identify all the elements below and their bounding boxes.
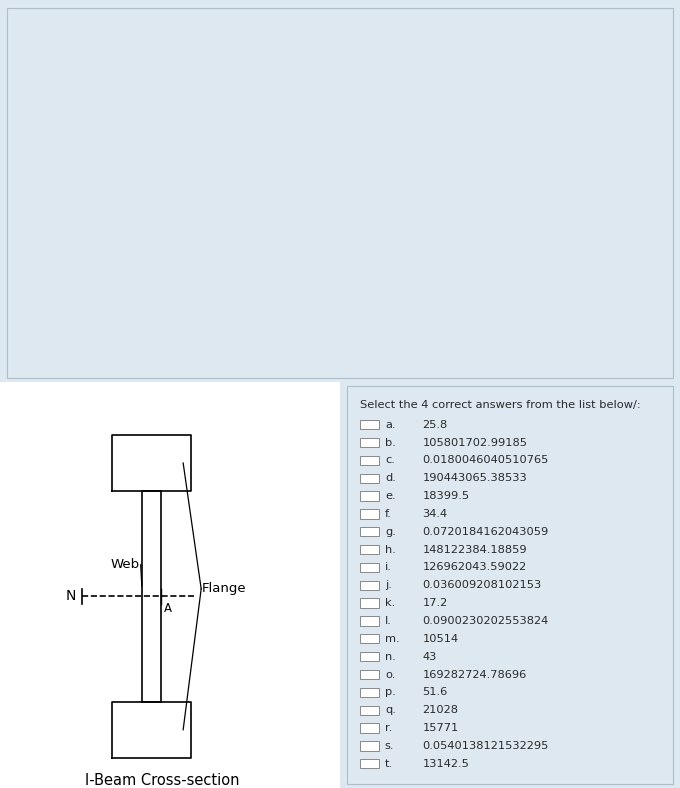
Text: 0.0180046040510765: 0.0180046040510765 — [422, 455, 549, 466]
Text: h.: h. — [385, 545, 396, 555]
Bar — [360, 742, 379, 750]
Text: (Answer in Pa).: (Answer in Pa). — [339, 260, 439, 273]
Text: 18399.5: 18399.5 — [422, 491, 470, 501]
Text: 0.036009208102153: 0.036009208102153 — [422, 580, 542, 590]
Text: 0.0720184162043059: 0.0720184162043059 — [422, 526, 549, 537]
Text: between the flange and web: between the flange and web — [336, 306, 519, 318]
Text: in the beam: in the beam — [262, 260, 339, 273]
Text: e.: e. — [385, 491, 396, 501]
Text: b.: b. — [385, 437, 396, 448]
Bar — [360, 688, 379, 697]
Text: 105801702.99185: 105801702.99185 — [422, 437, 528, 448]
Text: The beam has two flanges each with a width: The beam has two flanges each with a wid… — [15, 69, 305, 82]
Text: 126962043.59022: 126962043.59022 — [422, 563, 527, 572]
Text: m.: m. — [385, 634, 400, 644]
Text: I-Beam Cross-section: I-Beam Cross-section — [85, 773, 240, 788]
Text: a.: a. — [385, 420, 395, 429]
Text: q.: q. — [385, 705, 396, 716]
Text: t.: t. — [385, 759, 393, 769]
Bar — [360, 509, 379, 519]
Text: 15mm: 15mm — [436, 69, 477, 82]
Text: 0.0540138121532295: 0.0540138121532295 — [422, 741, 549, 751]
Text: d.: d. — [385, 474, 396, 483]
Text: p.: p. — [385, 687, 396, 697]
Text: from the bottom face of the beam: from the bottom face of the beam — [246, 168, 464, 181]
Text: 51.6: 51.6 — [422, 687, 447, 697]
Bar — [360, 438, 379, 448]
Text: 148122384.18859: 148122384.18859 — [422, 545, 527, 555]
Text: 169282724.78696: 169282724.78696 — [422, 670, 527, 679]
Text: 17.2: 17.2 — [422, 598, 447, 608]
Bar — [360, 545, 379, 554]
Text: 25.8: 25.8 — [422, 420, 447, 429]
Text: .: . — [477, 69, 481, 82]
Text: The width of the central web is: The width of the central web is — [15, 107, 217, 120]
Text: 34.4: 34.4 — [422, 509, 447, 519]
Bar — [360, 598, 379, 608]
Bar — [360, 527, 379, 537]
Text: 43: 43 — [422, 652, 437, 662]
Bar — [360, 581, 379, 590]
Bar — [360, 759, 379, 768]
Text: (Answer in mm).: (Answer in mm). — [464, 168, 574, 181]
Text: k.: k. — [385, 598, 395, 608]
Bar — [360, 616, 379, 626]
Text: i.: i. — [385, 563, 392, 572]
Bar — [360, 420, 379, 429]
Text: Select the 4 correct answers from the list below/:: Select the 4 correct answers from the li… — [360, 400, 641, 410]
Text: 10514: 10514 — [422, 634, 458, 644]
Text: o.: o. — [385, 670, 395, 679]
Bar — [360, 474, 379, 483]
Text: Web: Web — [111, 559, 140, 571]
Bar — [360, 652, 379, 661]
Text: 21028: 21028 — [422, 705, 458, 716]
Text: and its depth is: and its depth is — [250, 107, 357, 120]
Text: (Answer in mm^3 ).: (Answer in mm^3 ). — [529, 214, 662, 227]
Text: 5mm: 5mm — [217, 107, 250, 120]
Text: and depth of: and depth of — [346, 69, 436, 82]
Text: N: N — [66, 589, 76, 604]
Bar — [360, 455, 379, 465]
Bar — [360, 705, 379, 715]
Text: c.: c. — [385, 455, 395, 466]
Bar — [360, 723, 379, 733]
Text: l.: l. — [385, 616, 392, 626]
Text: g.: g. — [385, 526, 396, 537]
Text: 15771: 15771 — [422, 723, 459, 733]
Text: A: A — [164, 602, 171, 615]
Text: 0.0900230202553824: 0.0900230202553824 — [422, 616, 549, 626]
Text: A symmetrical I-beam is subject to a shear force of 35379N acting along its enti: A symmetrical I-beam is subject to a she… — [15, 23, 589, 36]
Text: (Answer in kPa).: (Answer in kPa). — [519, 306, 626, 318]
Text: n.: n. — [385, 652, 396, 662]
Text: Flange: Flange — [202, 582, 247, 596]
Text: 13142.5: 13142.5 — [422, 759, 469, 769]
Text: with respect to the neutral axis: with respect to the neutral axis — [329, 214, 529, 227]
Text: 56mm: 56mm — [357, 107, 398, 120]
Bar — [360, 492, 379, 500]
Text: r.: r. — [385, 723, 392, 733]
Text: Determine the neutral axis position: Determine the neutral axis position — [15, 168, 246, 181]
Text: Determine the 1st moment of area for the beam: Determine the 1st moment of area for the… — [15, 214, 329, 227]
Text: .: . — [398, 107, 402, 120]
Text: s.: s. — [385, 741, 394, 751]
Bar — [360, 670, 379, 679]
Text: Determine the maximum shear stress: Determine the maximum shear stress — [15, 260, 262, 273]
Bar — [360, 563, 379, 572]
Text: 21mm: 21mm — [305, 69, 346, 82]
Text: j.: j. — [385, 580, 392, 590]
Text: 190443065.38533: 190443065.38533 — [422, 474, 527, 483]
Text: Determine the maximum shear stress at the joint: Determine the maximum shear stress at th… — [15, 306, 336, 318]
Text: f.: f. — [385, 509, 392, 519]
Bar — [360, 634, 379, 644]
